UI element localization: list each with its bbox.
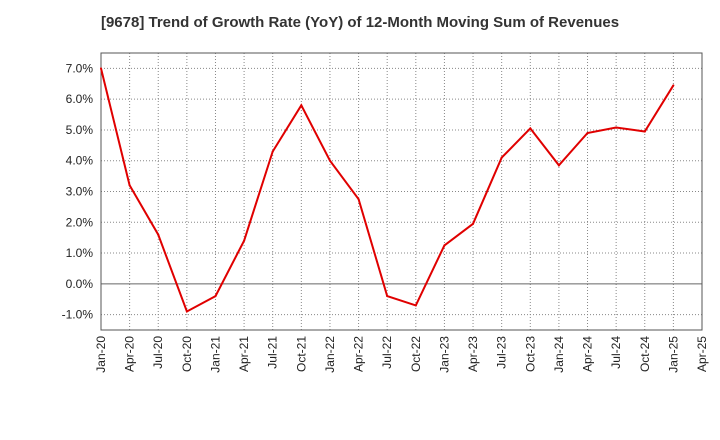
x-tick-label: Oct-24	[638, 336, 652, 372]
data-point	[328, 159, 331, 162]
y-tick-label: 4.0%	[66, 154, 94, 168]
x-tick-label: Oct-21	[294, 336, 308, 372]
x-tick-label: Apr-20	[123, 336, 137, 372]
data-point	[586, 132, 589, 135]
data-point	[271, 150, 274, 153]
data-point	[529, 127, 532, 130]
x-tick-label: Apr-23	[466, 336, 480, 372]
x-tick-label: Jul-24	[609, 336, 623, 369]
x-tick-label: Oct-20	[180, 336, 194, 372]
x-tick-label: Jan-22	[323, 336, 337, 373]
data-point	[357, 198, 360, 201]
data-point	[557, 164, 560, 167]
x-tick-label: Jul-23	[495, 336, 509, 369]
x-tick-label: Apr-22	[352, 336, 366, 372]
data-point	[185, 310, 188, 313]
data-point	[386, 295, 389, 298]
data-point	[100, 67, 102, 70]
y-tick-label: 1.0%	[66, 246, 94, 260]
data-point	[214, 295, 217, 298]
y-tick-label: 6.0%	[66, 92, 94, 106]
x-tick-label: Oct-22	[409, 336, 423, 372]
x-tick-label: Apr-21	[237, 336, 251, 372]
x-tick-label: Apr-25	[695, 336, 709, 372]
y-tick-label: 0.0%	[66, 277, 94, 291]
x-tick-label: Apr-24	[581, 336, 595, 372]
x-tick-label: Jan-21	[208, 336, 222, 373]
x-tick-label: Jul-22	[380, 336, 394, 369]
x-tick-label: Jan-24	[552, 336, 566, 373]
x-tick-label: Jul-20	[151, 336, 165, 369]
y-tick-label: 2.0%	[66, 215, 94, 229]
data-point	[615, 126, 618, 129]
x-tick-label: Jan-20	[94, 336, 108, 373]
y-tick-label: -1.0%	[62, 308, 94, 322]
x-tick-label: Oct-23	[523, 336, 537, 372]
data-point	[472, 222, 475, 225]
y-tick-label: 7.0%	[66, 61, 94, 75]
data-point	[643, 130, 646, 133]
plot-border	[100, 52, 703, 331]
x-tick-label: Jul-21	[266, 336, 280, 369]
chart-title: [9678] Trend of Growth Rate (YoY) of 12-…	[100, 14, 620, 31]
data-point	[443, 244, 446, 247]
x-tick-label: Jan-25	[666, 336, 680, 373]
y-tick-label: 3.0%	[66, 185, 94, 199]
data-point	[500, 156, 503, 159]
data-point	[672, 84, 675, 87]
data-point	[300, 104, 303, 107]
data-point	[243, 239, 246, 242]
data-point	[414, 304, 417, 307]
x-tick-label: Jan-23	[437, 336, 451, 373]
data-point	[128, 184, 131, 187]
y-tick-label: 5.0%	[66, 123, 94, 137]
data-point	[157, 233, 160, 236]
